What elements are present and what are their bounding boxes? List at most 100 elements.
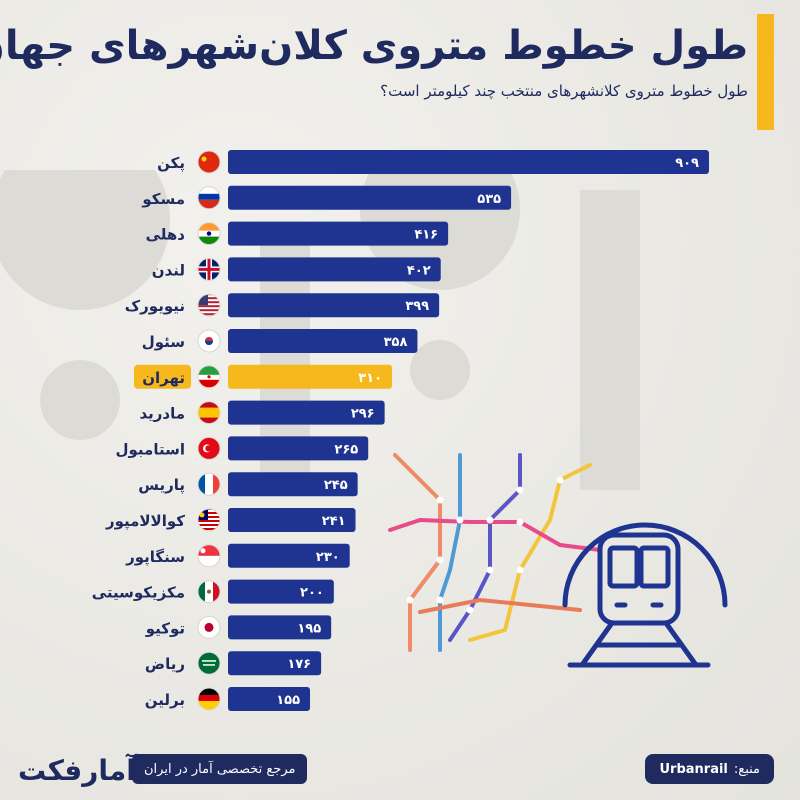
spain-flag-icon xyxy=(197,401,221,425)
metro-line-orange xyxy=(393,453,442,652)
bar xyxy=(228,651,322,676)
turkey-flag-icon xyxy=(197,436,221,460)
uk-flag-icon xyxy=(197,257,221,281)
south-korea-flag-icon xyxy=(197,329,221,353)
metro-map-illustration xyxy=(388,453,728,668)
category-label: دهلی xyxy=(146,226,186,244)
value-label: ۲۴۱ xyxy=(322,514,346,529)
metro-line-blue xyxy=(438,453,462,652)
highlight-label-bg xyxy=(134,364,191,389)
france-flag-icon xyxy=(197,472,221,496)
bar-row: ۳۹۹ نیویورک xyxy=(125,293,440,318)
brand-name: آمارفکت xyxy=(18,753,136,787)
bar-row: ۱۷۶ ریاض xyxy=(145,651,322,676)
bar-row: ۴۰۲ لندن xyxy=(152,257,441,282)
bar xyxy=(228,615,332,640)
category-label: نیویورک xyxy=(125,297,185,315)
page-title: طول خطوط متروی کلان‌شهرهای جهان xyxy=(0,23,748,69)
bar-row: ۹۰۹ پکن xyxy=(157,150,709,174)
bar xyxy=(228,185,512,210)
metro-line-pink xyxy=(388,518,602,552)
value-label: ۱۹۵ xyxy=(297,621,321,636)
source-badge: منبع: Urbanrail xyxy=(645,754,774,784)
singapore-flag-icon xyxy=(197,544,221,568)
value-label: ۲۴۵ xyxy=(324,478,348,493)
value-label: ۱۷۶ xyxy=(287,657,311,672)
iran-flag-icon xyxy=(197,365,221,389)
germany-flag-icon xyxy=(197,687,221,711)
value-label: ۴۰۲ xyxy=(407,263,431,278)
bar-row: ۲۳۰ سنگاپور xyxy=(125,543,350,568)
page-subtitle: طول خطوط متروی کلانشهرهای منتخب چند کیلو… xyxy=(380,82,748,100)
category-label: استامبول xyxy=(116,440,185,458)
category-label: مکزیکوسیتی xyxy=(92,584,185,602)
bar-row: ۱۵۵ برلین xyxy=(145,687,311,711)
bar xyxy=(228,329,418,353)
source-label: منبع: xyxy=(733,761,760,777)
bar-row: ۲۶۵ استامبول xyxy=(116,436,369,461)
title-accent-bar xyxy=(757,14,774,130)
category-label: سئول xyxy=(142,333,185,351)
category-label: برلین xyxy=(145,691,185,709)
category-label: توکیو xyxy=(145,619,185,637)
category-label: مادرید xyxy=(139,405,185,423)
category-label: سنگاپور xyxy=(125,548,185,567)
category-label: پاریس xyxy=(138,476,185,495)
value-label: ۱۵۵ xyxy=(276,693,300,708)
mexico-flag-icon xyxy=(197,580,221,604)
bar xyxy=(228,579,334,604)
bar xyxy=(228,436,369,461)
value-label: ۳۵۸ xyxy=(384,335,408,350)
bar-row: ۴۱۶ دهلی xyxy=(146,221,449,246)
russia-flag-icon xyxy=(197,186,221,210)
source-value: Urbanrail xyxy=(659,761,728,777)
saudi-flag-icon xyxy=(197,651,221,675)
bars-group: ۹۰۹ پکن ۵۳۵ مسکو ۴۱۶ دهلی ۴۰۲ لندن ۳۹۹ نیویورک ۳۵۸… xyxy=(92,150,709,711)
value-label: ۵۳۵ xyxy=(477,192,501,207)
category-label: لندن xyxy=(152,261,185,279)
bar-row: ۲۰۰ مکزیکوسیتی xyxy=(92,579,334,604)
bar-row: ۲۴۱ کوالالامپور xyxy=(105,508,356,532)
train-icon xyxy=(562,522,728,668)
china-flag-icon xyxy=(197,150,221,174)
bar-row: ۲۴۵ پاریس xyxy=(138,472,358,497)
bar xyxy=(228,221,449,246)
bar xyxy=(228,508,356,532)
metro-line-purple xyxy=(448,453,522,642)
bar xyxy=(228,543,350,568)
value-label: ۲۶۵ xyxy=(334,442,358,457)
bar xyxy=(228,293,440,318)
bar xyxy=(228,257,441,282)
japan-flag-icon xyxy=(197,615,221,639)
usa-flag-icon xyxy=(197,293,221,317)
bar xyxy=(228,400,385,425)
value-label: ۲۹۶ xyxy=(351,407,375,422)
bar xyxy=(228,150,709,174)
category-label: تهران xyxy=(142,369,185,387)
value-label: ۳۹۹ xyxy=(405,299,429,314)
value-label: ۴۱۶ xyxy=(414,228,438,243)
metro-line-yellow xyxy=(468,463,592,642)
value-label: ۲۰۰ xyxy=(300,586,324,601)
category-label: مسکو xyxy=(141,190,185,208)
malaysia-flag-icon xyxy=(197,508,221,532)
value-label: ۲۳۰ xyxy=(316,550,340,565)
bar-row: ۳۱۰ تهران xyxy=(134,364,393,389)
category-label: پکن xyxy=(157,154,185,173)
bar xyxy=(228,687,311,711)
bar xyxy=(228,364,393,389)
brand-tagline: مرجع تخصصی آمار در ایران xyxy=(132,754,308,784)
value-label: ۹۰۹ xyxy=(675,156,699,171)
value-label: ۳۱۰ xyxy=(358,371,382,386)
bar-row: ۵۳۵ مسکو xyxy=(141,185,512,210)
bar-row: ۱۹۵ توکیو xyxy=(145,615,332,640)
category-label: کوالالامپور xyxy=(105,512,185,531)
bar xyxy=(228,472,358,497)
bar-row: ۳۵۸ سئول xyxy=(142,329,418,353)
category-label: ریاض xyxy=(145,655,185,673)
india-flag-icon xyxy=(197,222,221,246)
metro-line-coral xyxy=(418,598,582,614)
bar-row: ۲۹۶ مادرید xyxy=(139,400,385,425)
